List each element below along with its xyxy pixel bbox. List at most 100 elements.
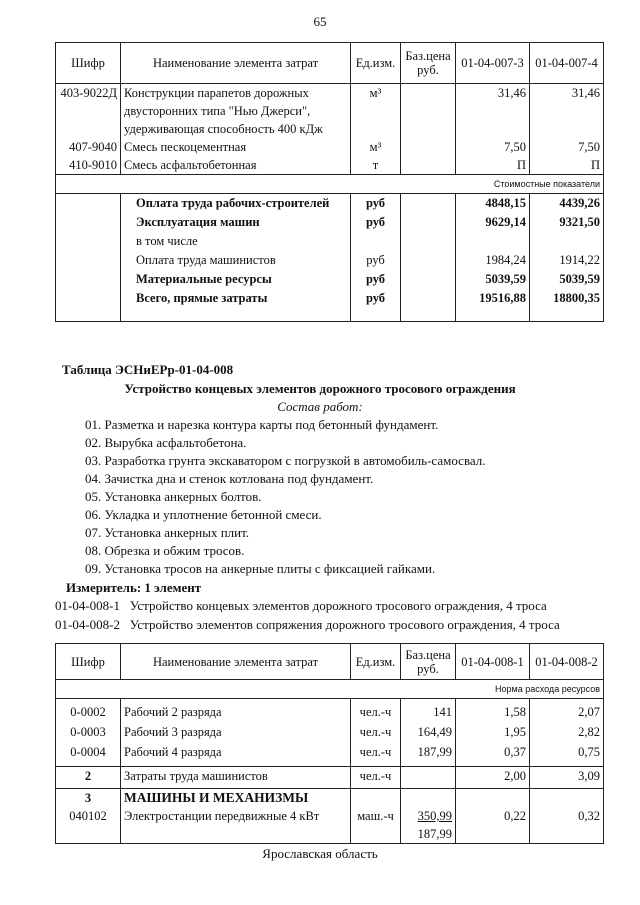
cell-v1: 1984,24 xyxy=(455,250,530,270)
header-col1: 01-04-007-3 xyxy=(455,42,530,84)
cell-name: Оплата труда машинистов xyxy=(120,250,351,270)
works-heading: Состав работ: xyxy=(277,399,363,414)
cell-price xyxy=(400,288,456,308)
cell-v1: 1,95 xyxy=(455,722,530,743)
header-code: Шифр xyxy=(55,42,121,84)
header-name: Наименование элемента затрат xyxy=(120,643,351,680)
header-code: Шифр xyxy=(55,643,121,680)
cell-name: Рабочий 3 разряда xyxy=(120,722,351,743)
cell-code xyxy=(55,231,121,251)
cell-code: 2 xyxy=(55,766,121,789)
cell-v1: 0,22 xyxy=(455,807,530,844)
cell-code: 0-0003 xyxy=(55,722,121,743)
cell-unit xyxy=(350,231,401,251)
header-unit: Ед.изм. xyxy=(350,643,401,680)
cell-price xyxy=(400,212,456,232)
work-item: 02. Вырубка асфальтобетона. xyxy=(85,435,247,450)
header-price: Баз.цена руб. xyxy=(400,42,456,84)
cell-name: Материальные ресурсы xyxy=(120,269,351,289)
cell-code: 0-0004 xyxy=(55,742,121,763)
table-row: 040102 Электростанции передвижные 4 кВт … xyxy=(55,807,604,844)
cell-code: 0-0002 xyxy=(55,702,121,723)
cell-code: 3 xyxy=(55,788,121,807)
cell-unit: чел.-ч xyxy=(350,702,401,723)
cell-v1: 4848,15 xyxy=(455,193,530,213)
cost-row: в том числе xyxy=(55,231,604,251)
cell-v2: 2,07 xyxy=(529,702,604,723)
cell-price-2: 187,99 xyxy=(417,827,452,841)
cell-v1 xyxy=(455,231,530,251)
cell-price: 350,99 xyxy=(417,809,452,823)
cell-code: 403-9022Д xyxy=(55,83,121,138)
item-line: 01-04-008-1 Устройство концевых элементо… xyxy=(55,598,547,614)
table-row: 0-0002 Рабочий 2 разряда чел.-ч 141 1,58 2,07 xyxy=(55,702,604,723)
cell-unit: маш.-ч xyxy=(350,807,401,844)
cell-price: 164,49 xyxy=(400,722,456,743)
table-costs-007: Шифр Наименование элемента затрат Ед.изм… xyxy=(55,42,604,322)
cell-v1: 19516,88 xyxy=(455,288,530,308)
header-price: Баз.цена руб. xyxy=(400,643,456,680)
cell-name: Смесь пескоцементная xyxy=(120,138,351,156)
cell-code: 407-9040 xyxy=(55,138,121,156)
item-code: 01-04-008-1 xyxy=(55,598,120,613)
work-item: 07. Установка анкерных плит. xyxy=(85,525,250,540)
cell-v1: 5039,59 xyxy=(455,269,530,289)
cell-unit: м³ xyxy=(350,83,401,138)
cell-v1: 7,50 xyxy=(455,138,530,156)
work-item: 04. Зачистка дна и стенок котлована под … xyxy=(85,471,374,486)
section-row: Стоимостные показатели xyxy=(55,174,604,194)
cell-v2: 3,09 xyxy=(529,766,604,789)
subtitle: Устройство концевых элементов дорожного … xyxy=(124,381,516,396)
item-text: Устройство концевых элементов дорожного … xyxy=(129,598,547,613)
cell-v1: 2,00 xyxy=(455,766,530,789)
cell-code xyxy=(55,212,121,232)
table-resources-008: Шифр Наименование элемента затрат Ед.изм… xyxy=(55,643,604,844)
work-item: 08. Обрезка и обжим тросов. xyxy=(85,543,245,558)
cell-code: 040102 xyxy=(55,807,121,844)
cell-unit: руб xyxy=(350,193,401,213)
cell-v2: 31,46 xyxy=(529,83,604,138)
table-row: 407-9040 Смесь пескоцементная м³ 7,50 7,… xyxy=(55,138,604,156)
cell-price xyxy=(400,231,456,251)
section-label: Норма расхода ресурсов xyxy=(55,679,604,699)
section-row: Норма расхода ресурсов xyxy=(55,679,604,699)
cell-name: Оплата труда рабочих-строителей xyxy=(120,193,351,213)
cell-code xyxy=(55,250,121,270)
table-row: 0-0003 Рабочий 3 разряда чел.-ч 164,49 1,95 2… xyxy=(55,722,604,743)
cell-v1: 31,46 xyxy=(455,83,530,138)
cost-row: Оплата труда машинистов руб 1984,24 1914,22 xyxy=(55,250,604,270)
cell-unit: руб xyxy=(350,288,401,308)
cell-v1: 9629,14 xyxy=(455,212,530,232)
work-item: 03. Разработка грунта экскаватором с пог… xyxy=(85,453,486,468)
works-list: 01. Разметка и нарезка контура карты под… xyxy=(85,416,486,578)
cost-row: Эксплуатация машин руб 9629,14 9321,50 xyxy=(55,212,604,232)
cell-v2: 9321,50 xyxy=(529,212,604,232)
cell-v2: 18800,35 xyxy=(529,288,604,308)
header-name: Наименование элемента затрат xyxy=(120,42,351,84)
cell-v2: 4439,26 xyxy=(529,193,604,213)
cell-unit: чел.-ч xyxy=(350,742,401,763)
table-row: 0-0004 Рабочий 4 разряда чел.-ч 187,99 0,37 0… xyxy=(55,742,604,763)
cell-v2: 1914,22 xyxy=(529,250,604,270)
cell-v2: 0,32 xyxy=(529,807,604,844)
cell-price xyxy=(400,138,456,156)
cell-price: 141 xyxy=(400,702,456,723)
cell-code xyxy=(55,288,121,308)
footer-region: Ярославская область xyxy=(262,846,378,861)
work-item: 01. Разметка и нарезка контура карты под… xyxy=(85,417,439,432)
table-row: 403-9022Д Конструкции парапетов дорожных… xyxy=(55,83,604,138)
cell-v1: П xyxy=(455,156,530,175)
cell-v2: 2,82 xyxy=(529,722,604,743)
cell-name: Всего, прямые затраты xyxy=(120,288,351,308)
cell-name: Смесь асфальтобетонная xyxy=(120,156,351,175)
work-item: 09. Установка тросов на анкерные плиты с… xyxy=(85,561,436,576)
cell-name: МАШИНЫ И МЕХАНИЗМЫ xyxy=(120,788,351,807)
table-header: Шифр Наименование элемента затрат Ед.изм… xyxy=(55,643,604,680)
cell-v2: 0,75 xyxy=(529,742,604,763)
cell-price: 187,99 xyxy=(400,742,456,763)
work-item: 05. Установка анкерных болтов. xyxy=(85,489,262,504)
header-col2: 01-04-008-2 xyxy=(529,643,604,680)
cell-v2: 7,50 xyxy=(529,138,604,156)
table-title: Таблица ЭСНиЕРр-01-04-008 xyxy=(62,362,234,377)
